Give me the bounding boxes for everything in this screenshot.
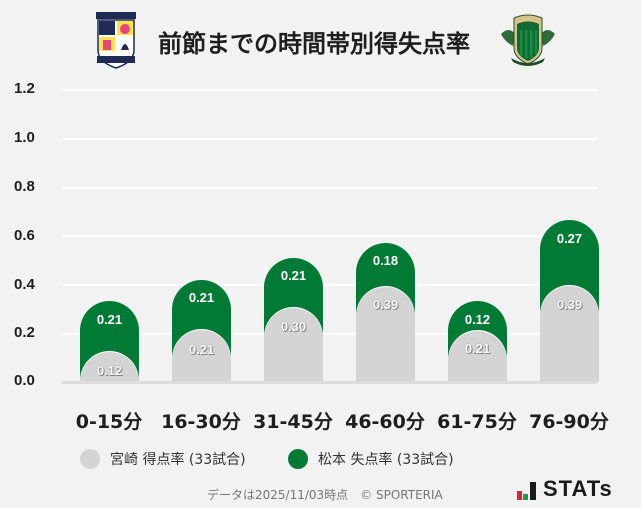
miyazaki-crest-logo <box>95 12 137 70</box>
y-tick-0.8: 0.8 <box>14 178 35 195</box>
bar-31-45: 0.21 0.30 <box>264 258 323 382</box>
gridline-0.2 <box>62 333 597 335</box>
x-axis-baseline <box>62 381 597 384</box>
y-tick-0.0: 0.0 <box>14 372 35 389</box>
legend-item-matsumoto: 松本 失点率 (33試合) <box>288 449 454 469</box>
gridline-0.6 <box>62 235 597 237</box>
y-tick-0.4: 0.4 <box>14 276 35 293</box>
stats-bars-icon <box>517 482 536 500</box>
y-tick-1.0: 1.0 <box>14 129 35 146</box>
legend-item-miyazaki: 宮崎 得点率 (33試合) <box>80 449 246 469</box>
matsumoto-crest-logo <box>499 12 557 68</box>
gridline-0.4 <box>62 284 597 286</box>
value-label-miyazaki: 0.21 <box>464 341 491 356</box>
value-label-miyazaki: 0.30 <box>280 319 307 334</box>
bar-16-30: 0.21 0.21 <box>172 280 231 382</box>
stats-brand-logo: STATs <box>517 478 613 500</box>
value-label-matsumoto: 0.21 <box>280 268 307 283</box>
stats-brand-text: STATs <box>543 476 613 501</box>
x-label-16-30: 16-30分 <box>161 411 241 433</box>
y-tick-1.2: 1.2 <box>14 80 35 97</box>
x-label-31-45: 31-45分 <box>253 411 333 433</box>
value-label-matsumoto: 0.21 <box>188 290 215 305</box>
value-label-miyazaki: 0.12 <box>96 363 123 378</box>
legend-dot-gray-icon <box>80 449 100 469</box>
value-label-matsumoto: 0.21 <box>96 312 123 327</box>
value-label-miyazaki: 0.39 <box>372 297 399 312</box>
legend-dot-green-icon <box>288 449 308 469</box>
bar-segment-miyazaki <box>540 286 599 382</box>
x-label-61-75: 61-75分 <box>437 411 517 433</box>
bar-segment-miyazaki <box>264 308 323 382</box>
value-label-matsumoto: 0.27 <box>556 231 583 246</box>
bar-segment-miyazaki <box>356 287 415 382</box>
legend-label-matsumoto: 松本 失点率 (33試合) <box>318 452 454 468</box>
gridline-1.2 <box>62 89 597 91</box>
value-label-matsumoto: 0.18 <box>372 253 399 268</box>
x-label-76-90: 76-90分 <box>529 411 609 433</box>
bar-46-60: 0.18 0.39 <box>356 243 415 382</box>
x-label-0-15: 0-15分 <box>75 411 143 433</box>
gridline-0.8 <box>62 187 597 189</box>
bar-76-90: 0.27 0.39 <box>540 220 599 382</box>
y-tick-0.2: 0.2 <box>14 324 35 341</box>
bar-0-15: 0.21 0.12 <box>80 301 139 382</box>
bar-61-75: 0.12 0.21 <box>448 301 507 382</box>
gridline-1.0 <box>62 138 597 140</box>
chart-title: 前節までの時間帯別得失点率 <box>158 30 470 58</box>
footer-note: データは2025/11/03時点 © SPORTERIA <box>207 488 443 502</box>
value-label-miyazaki: 0.39 <box>556 297 583 312</box>
bar-segment-miyazaki <box>448 331 507 382</box>
x-label-46-60: 46-60分 <box>345 411 425 433</box>
y-tick-0.6: 0.6 <box>14 227 35 244</box>
value-label-matsumoto: 0.12 <box>464 312 491 327</box>
legend-label-miyazaki: 宮崎 得点率 (33試合) <box>110 452 246 468</box>
value-label-miyazaki: 0.21 <box>188 342 215 357</box>
bar-segment-miyazaki <box>172 330 231 382</box>
